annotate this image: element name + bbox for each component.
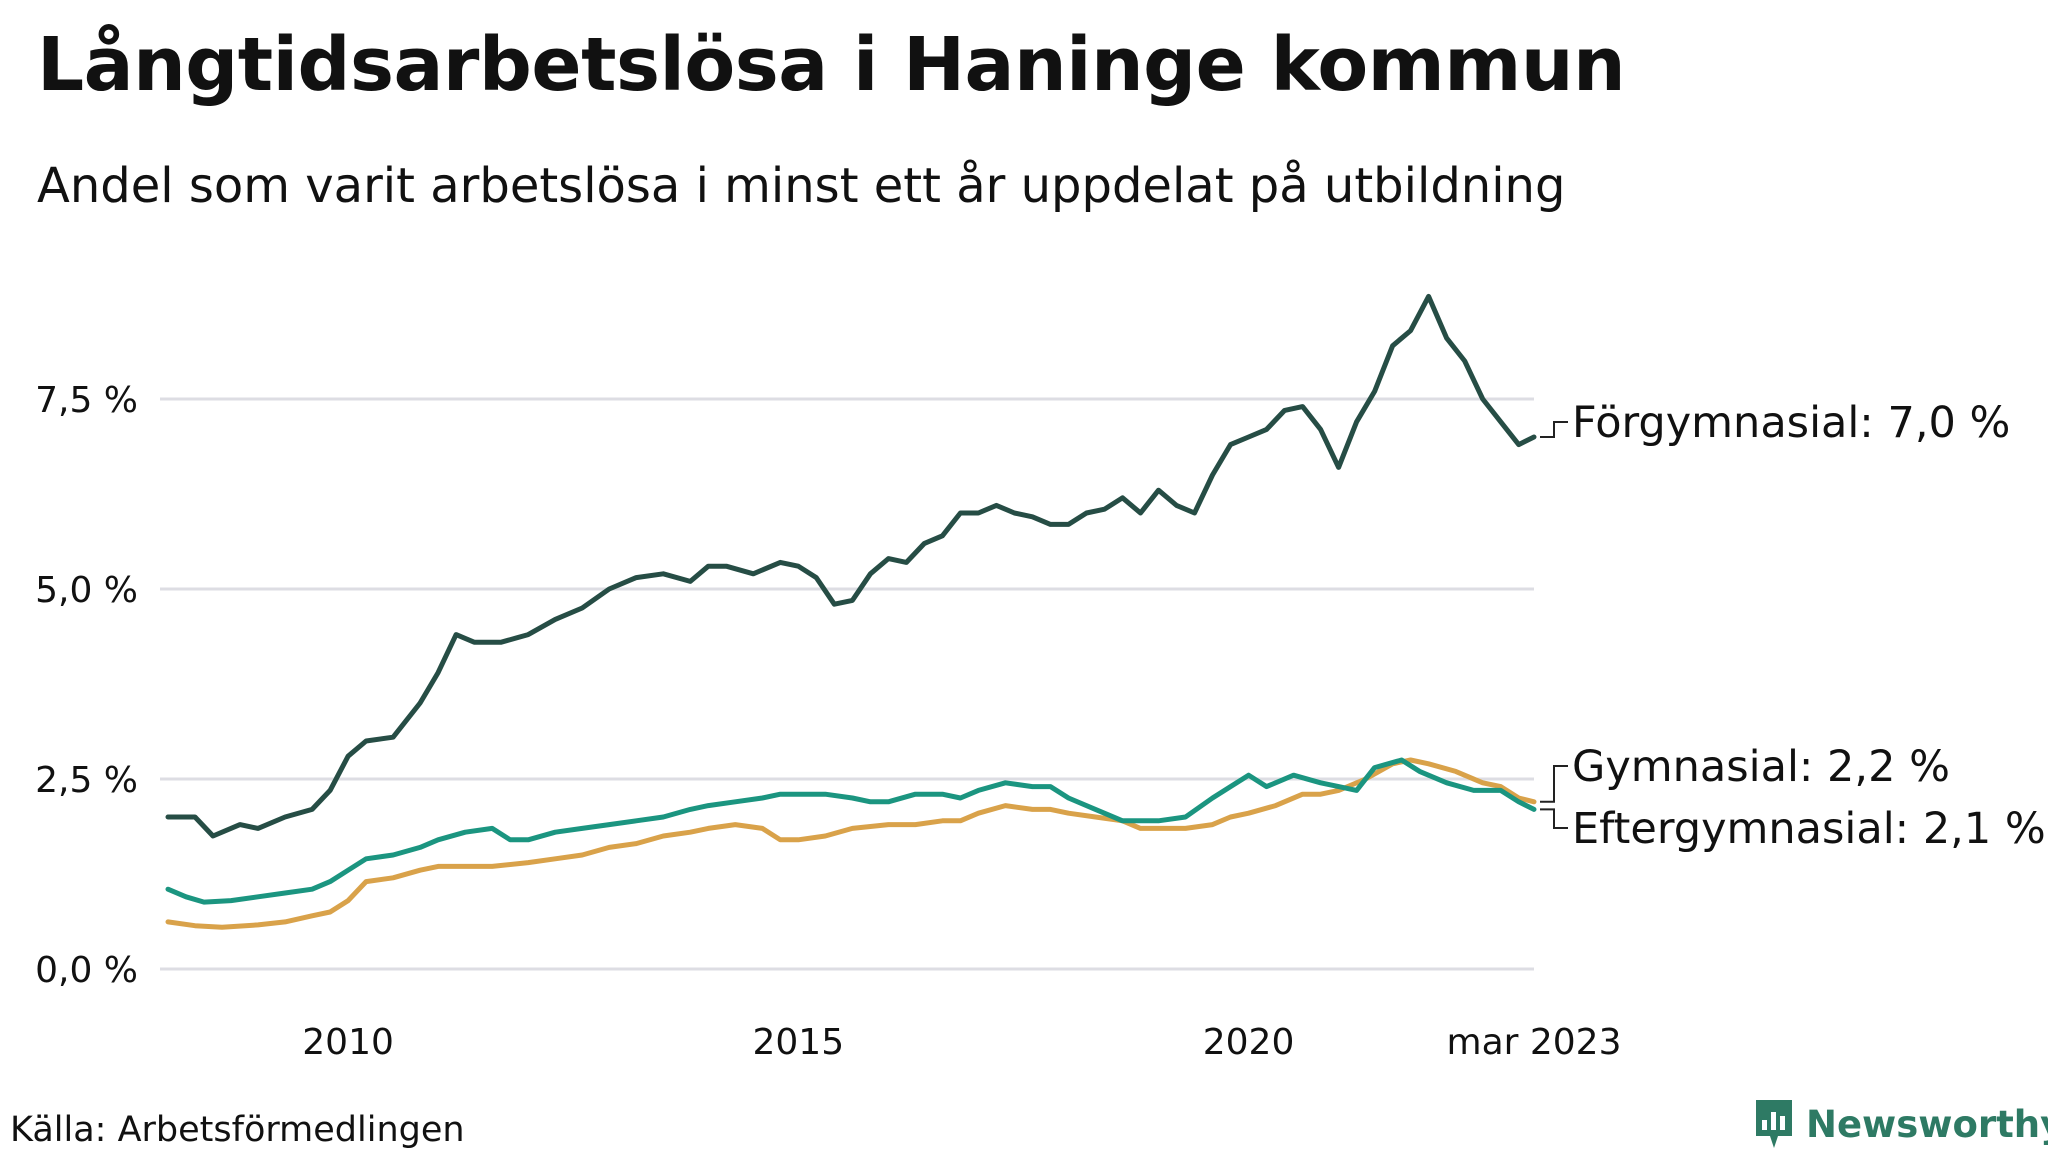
series-lines (165, 293, 1537, 930)
x-tick-label: 2015 (753, 1022, 845, 1063)
series-line-eftergymnasial (165, 757, 1537, 905)
end-label-gymnasial: Gymnasial: 2,2 % (1572, 742, 1950, 792)
series-line-gymnasial (165, 757, 1537, 930)
end-label-eftergymnasial: Eftergymnasial: 2,1 % (1572, 804, 2046, 854)
y-tick-label: 0,0 % (35, 950, 138, 991)
newsworthy-logo-icon (1756, 1100, 1792, 1148)
series-line-förgymnasial (165, 293, 1537, 839)
end-label-förgymnasial: Förgymnasial: 7,0 % (1572, 398, 2010, 448)
brand-name: Newsworthy (1806, 1102, 2048, 1146)
x-tick-label: mar 2023 (1447, 1022, 1622, 1063)
y-axis-ticks: 0,0 % 2,5 % 5,0 % 7,5 % (35, 380, 138, 991)
x-tick-label: 2020 (1203, 1022, 1295, 1063)
y-tick-label: 7,5 % (35, 380, 138, 421)
end-label-connector (1540, 808, 1568, 829)
x-axis-ticks: 2010 2015 2020 mar 2023 (302, 1022, 1621, 1063)
x-tick-label: 2010 (302, 1022, 394, 1063)
y-tick-label: 5,0 % (35, 570, 138, 611)
chart-title: Långtidsarbetslösa i Haninge kommun (37, 22, 1626, 108)
y-tick-label: 2,5 % (35, 760, 138, 801)
chart-subtitle: Andel som varit arbetslösa i minst ett å… (37, 158, 1566, 214)
source-note: Källa: Arbetsförmedlingen (10, 1110, 465, 1150)
end-labels: Förgymnasial: 7,0 % Gymnasial: 2,2 % Efter… (1540, 398, 2046, 854)
brand-logo: Newsworthy (1752, 1098, 2048, 1150)
end-label-connector (1540, 765, 1568, 803)
end-label-connector (1540, 421, 1568, 438)
